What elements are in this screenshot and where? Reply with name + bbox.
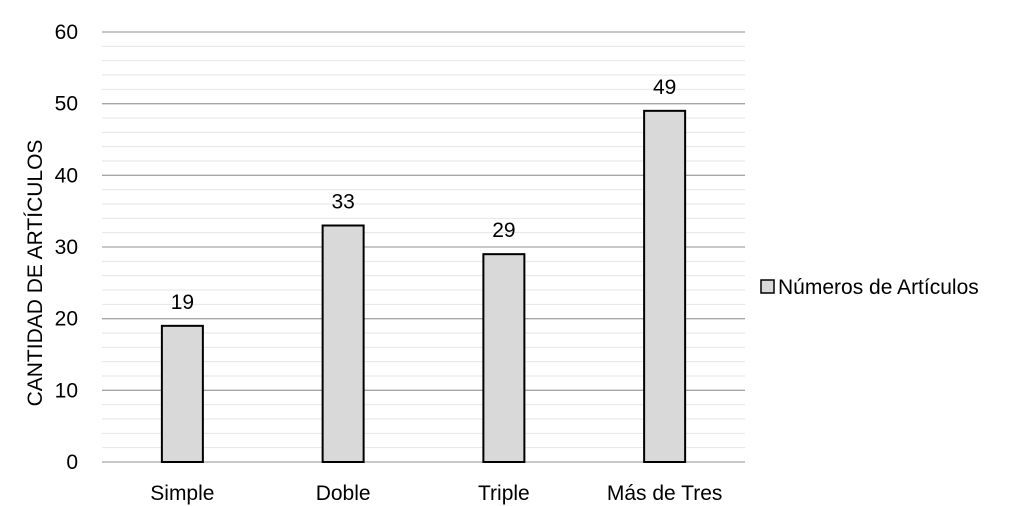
y-axis-title: CANTIDAD DE ARTÍCULOS: [24, 140, 47, 407]
bar-triple: [482, 253, 526, 463]
x-tick-label: Doble: [316, 482, 371, 505]
bars: [160, 109, 687, 464]
data-labels: 19 33 29 49: [171, 76, 677, 314]
bar-doble: [321, 224, 365, 463]
grid-lines: [102, 31, 745, 463]
y-tick-label: 50: [55, 93, 78, 116]
x-tick-label: Simple: [150, 482, 214, 505]
bar-simple: [160, 324, 204, 464]
bar-más-de-tres: [643, 109, 687, 463]
y-tick-label: 40: [55, 164, 78, 187]
y-tick-label: 30: [55, 236, 78, 259]
x-axis-ticks: Simple Doble Triple Más de Tres: [150, 482, 722, 505]
legend-swatch: [760, 279, 775, 294]
data-label: 19: [171, 291, 194, 314]
x-tick-label: Triple: [478, 482, 530, 505]
y-tick-label: 60: [55, 21, 78, 44]
data-label: 33: [331, 191, 354, 214]
x-tick-label: Más de Tres: [607, 482, 723, 505]
y-tick-label: 0: [66, 451, 78, 474]
data-label: 49: [653, 76, 676, 99]
legend-label: Números de Artículos: [778, 276, 979, 299]
legend: Números de Artículos: [760, 276, 979, 299]
y-axis-ticks: 0 10 20 30 40 50 60: [55, 21, 78, 474]
data-label: 29: [492, 219, 515, 242]
y-tick-label: 20: [55, 308, 78, 331]
y-tick-label: 10: [55, 379, 78, 402]
